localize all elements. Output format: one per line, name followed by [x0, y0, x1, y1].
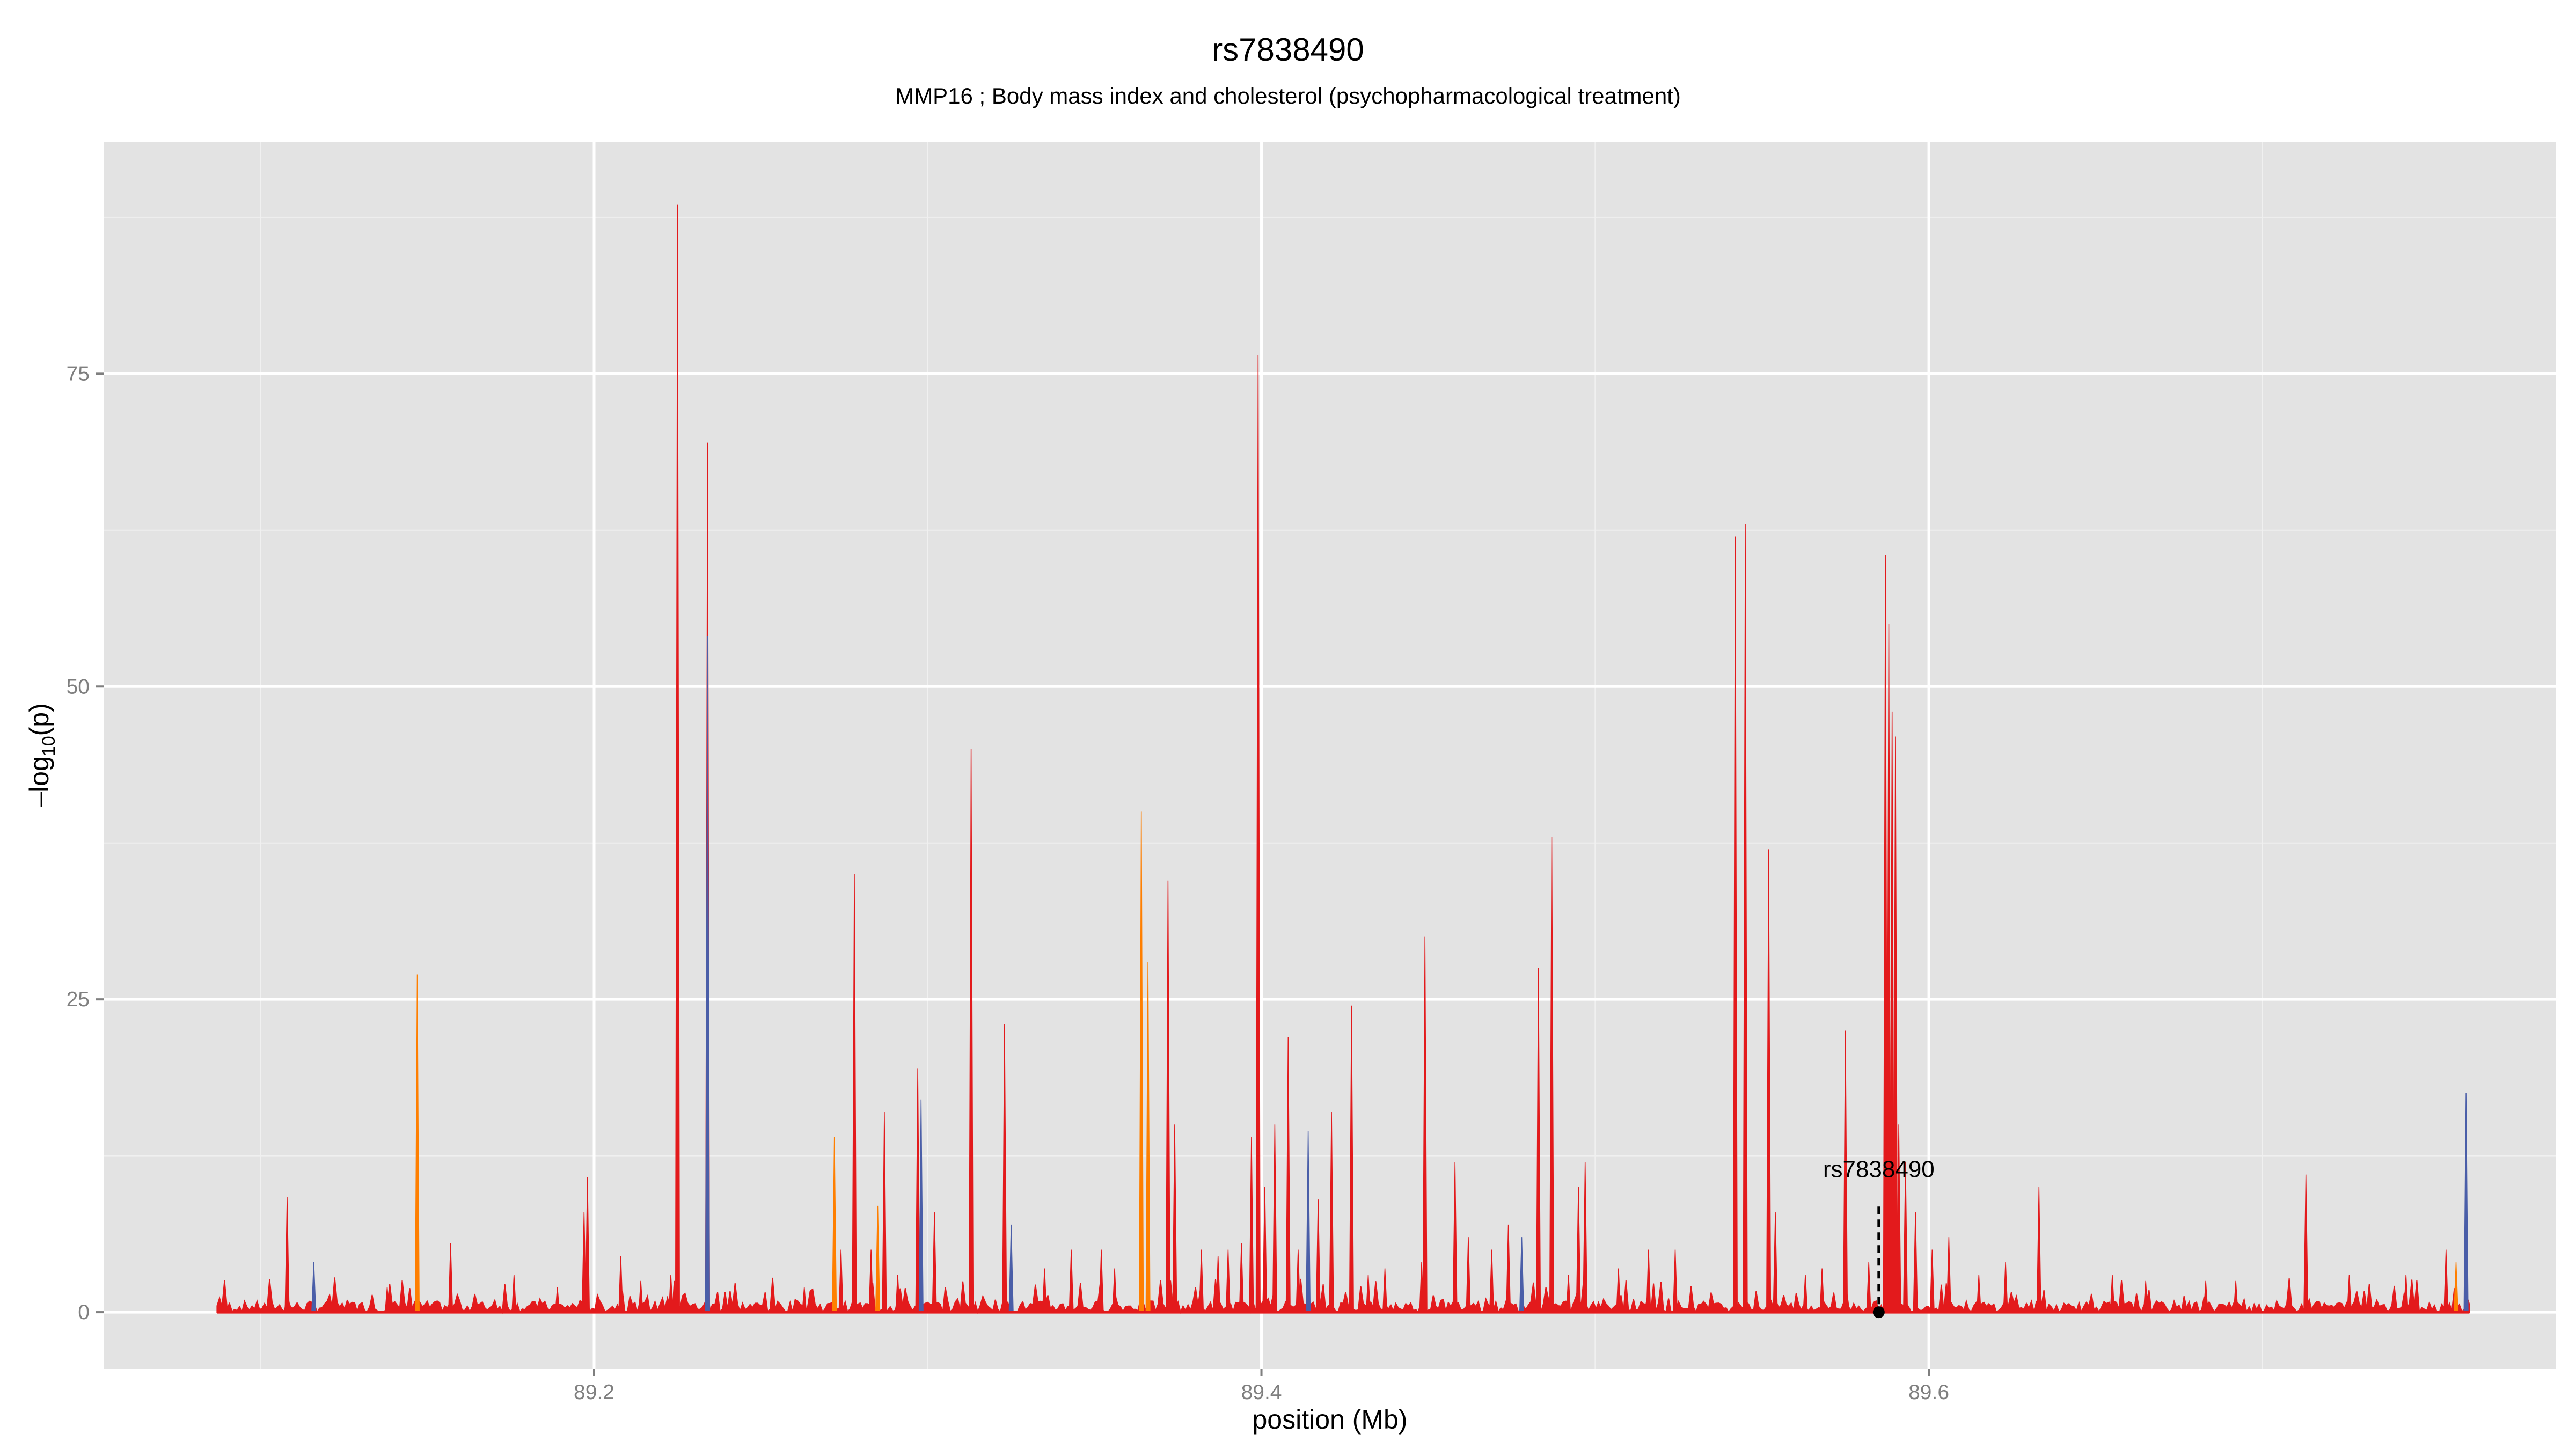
x-tick-label: 89.4 [1241, 1381, 1282, 1404]
y-tick-label: 25 [67, 988, 90, 1011]
snp-marker-dot [1872, 1306, 1885, 1319]
y-axis-title: –log10(p) [24, 703, 59, 807]
minor-gridlines [104, 142, 2556, 1368]
x-tick-label: 89.2 [574, 1381, 614, 1404]
x-axis-title: position (Mb) [1253, 1404, 1408, 1435]
snp-label: rs7838490 [1823, 1156, 1935, 1182]
y-tick-label: 75 [67, 362, 90, 385]
chart-title: rs7838490 [1212, 32, 1364, 68]
plot-panel [104, 142, 2556, 1368]
y-tick-label: 50 [67, 675, 90, 698]
y-tick-label: 0 [78, 1301, 90, 1324]
association-peaks [216, 204, 2470, 1314]
chart-subtitle: MMP16 ; Body mass index and cholesterol … [895, 83, 1681, 108]
y-axis: 0 25 50 75 [67, 362, 104, 1324]
x-tick-label: 89.6 [1908, 1381, 1949, 1404]
highlighted-snp: rs7838490 [1823, 1156, 1935, 1319]
x-axis: 89.2 89.4 89.6 [574, 1368, 1949, 1404]
